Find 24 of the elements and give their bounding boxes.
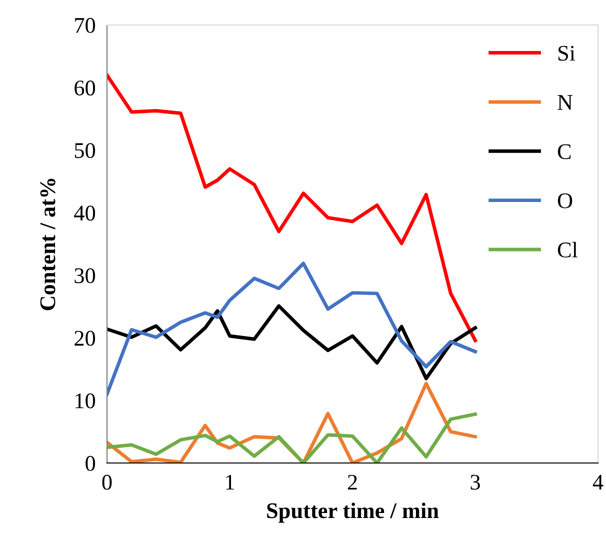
- y-tick-label: 60: [74, 80, 96, 96]
- x-tick-label: 2: [348, 474, 357, 490]
- line-series: [107, 304, 477, 380]
- legend-label: C: [558, 144, 571, 160]
- x-tick-label: 0: [102, 474, 112, 490]
- y-tick-label: 0: [86, 456, 96, 471]
- legend-label: N: [558, 95, 573, 110]
- x-axis-title: Sputter time / min: [267, 502, 439, 523]
- line-series: [107, 262, 477, 396]
- y-tick-label: 10: [76, 393, 96, 408]
- y-tick-label: 30: [74, 268, 96, 284]
- y-axis-title: Content / at%: [40, 178, 56, 310]
- x-tick-label: 1: [226, 474, 234, 490]
- legend-label: O: [558, 193, 572, 208]
- x-tick-label: 4: [592, 474, 604, 490]
- y-tick-label: 40: [74, 206, 96, 221]
- legend-label: Cl: [558, 242, 578, 258]
- y-tick-label: 70: [75, 18, 96, 33]
- y-tick-label: 20: [74, 330, 96, 346]
- x-tick-label: 3: [470, 474, 480, 490]
- y-tick-label: 50: [74, 143, 96, 158]
- line-series: [107, 412, 477, 463]
- line-series: [107, 73, 477, 342]
- legend-label: Si: [558, 46, 576, 61]
